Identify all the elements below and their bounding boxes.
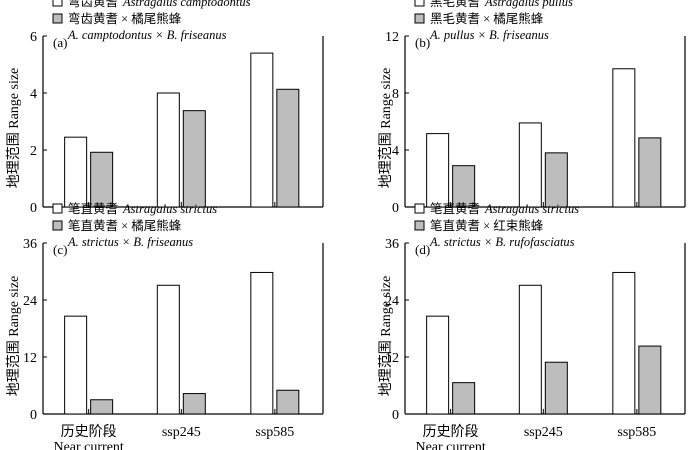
legend-name: 笔直黄耆 × 红束熊蜂 — [430, 218, 544, 233]
bar-pair-0 — [90, 151, 114, 208]
legend-swatch-species — [52, 203, 63, 214]
bar-species-0 — [426, 133, 450, 208]
legend-label-pair: 弯齿黄耆 × 橘尾熊蜂 — [68, 11, 182, 26]
legend-label-pair-latin: A. camptodontus × B. friseanus — [67, 28, 227, 42]
legend-label-species: 笔直黄耆 Astragalus strictus — [68, 201, 217, 216]
y-tick-label: 36 — [23, 237, 37, 252]
bar-pair-1 — [182, 110, 206, 208]
legend-name-latin: Astragalus strictus — [484, 202, 579, 216]
y-tick-label: 24 — [23, 294, 37, 309]
legend-swatch-pair — [414, 220, 425, 231]
y-axis-title: 地理范围 Range size — [5, 276, 22, 397]
legend-label-species: 黑毛黄耆 Astragalus pullus — [430, 0, 573, 9]
x-category-label: ssp585 — [255, 425, 294, 440]
x-category-label: ssp245 — [524, 425, 563, 440]
legend-name-latin: Astragalus strictus — [122, 202, 217, 216]
x-category-label: ssp585 — [617, 425, 656, 440]
x-category-label: 历史阶段 — [61, 424, 117, 440]
legend-swatch-species — [52, 0, 63, 7]
legend-label-pair: 笔直黄耆 × 红束熊蜂 — [430, 218, 544, 233]
x-category-label: ssp245 — [162, 425, 201, 440]
bar-pair-1 — [182, 393, 206, 415]
y-tick-label: 8 — [392, 87, 399, 102]
y-tick-label: 12 — [385, 30, 399, 45]
legend-name-latin: Astragalus camptodontus — [122, 0, 251, 9]
bar-pair-0 — [452, 382, 476, 415]
legend-name: 黑毛黄耆 × 橘尾熊蜂 — [430, 11, 544, 26]
bar-pair-2 — [638, 137, 662, 208]
chart-panel-a: 0 2 4 6 地理范围 Range size 弯齿黄耆 Astragalus campto… — [5, 0, 324, 216]
legend-label-pair-latin: A. strictus × B. rufofasciatus — [429, 235, 575, 249]
y-tick-label: 0 — [30, 408, 37, 423]
bar-species-2 — [612, 68, 636, 208]
x-category-sublabel: Near current — [53, 440, 123, 450]
bar-pair-0 — [90, 399, 114, 415]
x-category-label: 历史阶段 — [423, 424, 479, 440]
y-axis-title: 地理范围 Range size — [377, 276, 394, 397]
bar-pair-2 — [276, 88, 300, 208]
bar-species-1 — [518, 122, 542, 208]
bar-pair-1 — [544, 361, 568, 415]
y-tick-label: 0 — [392, 201, 399, 216]
bar-pair-2 — [638, 345, 662, 415]
y-tick-label: 24 — [385, 294, 399, 309]
legend-label-pair-latin: A. pullus × B. friseanus — [429, 28, 549, 42]
y-axis-title: 地理范围 Range size — [5, 68, 22, 189]
y-tick-label: 6 — [30, 30, 37, 45]
bar-pair-0 — [452, 165, 476, 208]
panel-label: (d) — [415, 242, 430, 257]
x-category-sublabel: Near current — [415, 440, 485, 450]
legend-name: 弯齿黄耆 × 橘尾熊蜂 — [68, 11, 182, 26]
y-tick-label: 0 — [392, 408, 399, 423]
legend-label-species: 笔直黄耆 Astragalus strictus — [430, 201, 579, 216]
bar-pair-2 — [276, 389, 300, 415]
legend-name: 笔直黄耆 — [68, 201, 118, 216]
bar-species-2 — [250, 52, 274, 208]
chart-panel-b: 0 4 8 12 地理范围 Range size 黑毛黄耆 Astragalus pullu… — [377, 0, 686, 216]
bar-species-1 — [156, 284, 180, 415]
legend-label-pair: 笔直黄耆 × 橘尾熊蜂 — [68, 218, 182, 233]
bar-species-1 — [518, 284, 542, 415]
bar-pair-1 — [544, 152, 568, 208]
bar-species-2 — [250, 271, 274, 415]
panel-label: (a) — [53, 35, 67, 50]
legend-swatch-pair — [52, 220, 63, 231]
bar-species-0 — [64, 315, 88, 415]
y-tick-label: 12 — [23, 351, 37, 366]
bar-species-1 — [156, 92, 180, 208]
bar-species-0 — [426, 315, 450, 415]
y-axis-title: 地理范围 Range size — [377, 68, 394, 189]
panel-label: (c) — [53, 242, 67, 257]
y-tick-label: 4 — [392, 144, 399, 159]
legend-name-latin: Astragalus pullus — [484, 0, 573, 9]
legend-label-pair-latin: A. strictus × B. friseanus — [67, 235, 193, 249]
y-tick-label: 12 — [385, 351, 399, 366]
bar-species-2 — [612, 271, 636, 415]
panel-label: (b) — [415, 35, 430, 50]
legend-name: 黑毛黄耆 — [430, 0, 480, 9]
y-tick-label: 4 — [30, 87, 37, 102]
y-tick-label: 0 — [30, 201, 37, 216]
y-tick-label: 36 — [385, 237, 399, 252]
legend-name: 弯齿黄耆 — [68, 0, 118, 9]
legend-name: 笔直黄耆 — [430, 201, 480, 216]
legend-label-pair: 黑毛黄耆 × 橘尾熊蜂 — [430, 11, 544, 26]
y-tick-label: 2 — [30, 144, 37, 159]
legend-swatch-pair — [52, 13, 63, 24]
legend-label-species: 弯齿黄耆 Astragalus camptodontus — [68, 0, 251, 9]
legend-swatch-species — [414, 203, 425, 214]
legend-swatch-species — [414, 0, 425, 7]
bar-species-0 — [64, 136, 88, 208]
legend-name: 笔直黄耆 × 橘尾熊蜂 — [68, 218, 182, 233]
legend-swatch-pair — [414, 13, 425, 24]
